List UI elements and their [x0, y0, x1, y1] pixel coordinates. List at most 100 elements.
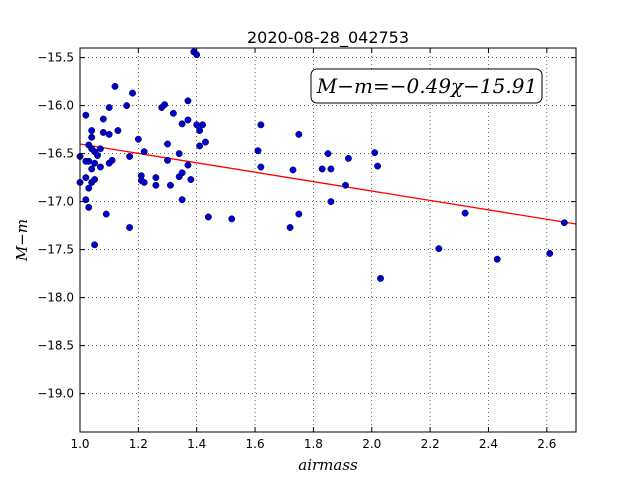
x-tick-label: 2.2	[421, 437, 440, 451]
data-point	[94, 152, 101, 159]
x-tick-label: 1.2	[129, 437, 148, 451]
x-tick-label: 1.4	[187, 437, 206, 451]
fit-equation-box: M−m=−0.49χ−15.91	[310, 68, 543, 104]
x-tick-label: 2.4	[479, 437, 498, 451]
data-point	[199, 121, 206, 129]
data-point	[493, 255, 501, 263]
data-point	[102, 210, 110, 218]
y-tick-label: −19.0	[37, 387, 74, 401]
data-point	[85, 203, 93, 211]
data-point	[377, 274, 384, 282]
data-point	[114, 127, 122, 135]
data-point	[286, 224, 294, 231]
data-point	[85, 157, 93, 165]
data-point	[82, 111, 90, 119]
fit-equation: M−m=−0.49χ−15.91	[316, 74, 537, 98]
data-point	[178, 169, 186, 177]
data-point	[88, 127, 96, 135]
data-point	[88, 165, 96, 173]
data-point	[461, 209, 469, 217]
data-point	[91, 241, 99, 249]
data-point	[134, 135, 142, 143]
data-point	[175, 150, 183, 158]
data-points	[76, 48, 568, 282]
y-tick-label: −16.0	[37, 99, 74, 113]
data-point	[289, 166, 297, 174]
data-point	[140, 178, 148, 186]
y-tick-label: −15.5	[37, 51, 74, 65]
data-point	[164, 156, 171, 164]
chart-title: 2020-08-28_042753	[247, 28, 409, 48]
data-point	[202, 138, 209, 146]
x-tick-label: 1.0	[70, 437, 89, 451]
data-point	[371, 149, 379, 157]
data-point	[327, 198, 335, 206]
data-point	[126, 153, 134, 160]
data-point	[129, 89, 136, 97]
data-point	[184, 97, 192, 105]
data-point	[546, 249, 554, 257]
data-point	[184, 161, 192, 169]
y-tick-label: −16.5	[37, 147, 74, 161]
data-point	[228, 215, 236, 223]
grid	[79, 48, 576, 432]
data-point	[257, 163, 265, 171]
data-point	[96, 163, 104, 171]
data-point	[204, 213, 212, 221]
data-point	[152, 181, 160, 189]
data-point	[105, 130, 113, 138]
data-point	[164, 140, 171, 148]
data-point	[152, 174, 160, 182]
data-point	[178, 196, 186, 204]
plot-frame	[79, 47, 577, 433]
data-point	[85, 184, 93, 192]
data-point	[184, 116, 192, 124]
data-point	[88, 133, 96, 141]
data-point	[318, 165, 326, 173]
x-tick-label: 2.6	[537, 437, 556, 451]
data-point	[257, 121, 265, 129]
data-point	[327, 165, 335, 173]
x-tick-label: 1.6	[246, 437, 265, 451]
data-point	[91, 159, 99, 167]
y-axis-label: M−m	[13, 219, 31, 262]
data-point	[324, 150, 332, 158]
data-point	[140, 148, 148, 156]
data-point	[105, 104, 113, 111]
annotation-box	[310, 68, 543, 104]
data-point	[96, 145, 104, 153]
data-point	[196, 127, 204, 135]
y-tick-label: −18.5	[37, 339, 74, 353]
data-point	[111, 82, 119, 90]
data-point	[91, 176, 99, 183]
data-point	[99, 129, 107, 136]
data-point	[161, 101, 169, 109]
fit-line	[79, 143, 577, 225]
data-point	[166, 181, 174, 189]
data-point	[374, 162, 382, 170]
data-point	[169, 109, 177, 117]
data-point	[435, 245, 443, 253]
y-tick-label: −18.0	[37, 291, 74, 305]
data-point	[99, 115, 107, 123]
y-tick-label: −17.0	[37, 195, 74, 209]
data-point	[108, 156, 116, 164]
data-point	[295, 130, 303, 138]
x-axis-label: airmass	[298, 456, 358, 474]
fit-line-layer	[79, 143, 577, 225]
data-point	[196, 142, 204, 150]
data-point	[560, 219, 568, 227]
data-point	[193, 121, 201, 129]
data-point	[123, 102, 131, 110]
data-point	[295, 210, 303, 218]
data-point	[187, 176, 195, 183]
data-point	[254, 147, 262, 155]
data-point	[82, 174, 90, 182]
y-tick-label: −17.5	[37, 243, 74, 257]
data-point	[344, 154, 352, 162]
x-tick-label: 1.8	[304, 437, 323, 451]
axis-ticks: 1.0 1.2 1.4 1.6 1.8 2.0 2.2 2.4 2.6 −15.5 −16.0 −16…	[37, 48, 576, 451]
data-point	[126, 224, 134, 231]
x-tick-label: 2.0	[362, 437, 381, 451]
